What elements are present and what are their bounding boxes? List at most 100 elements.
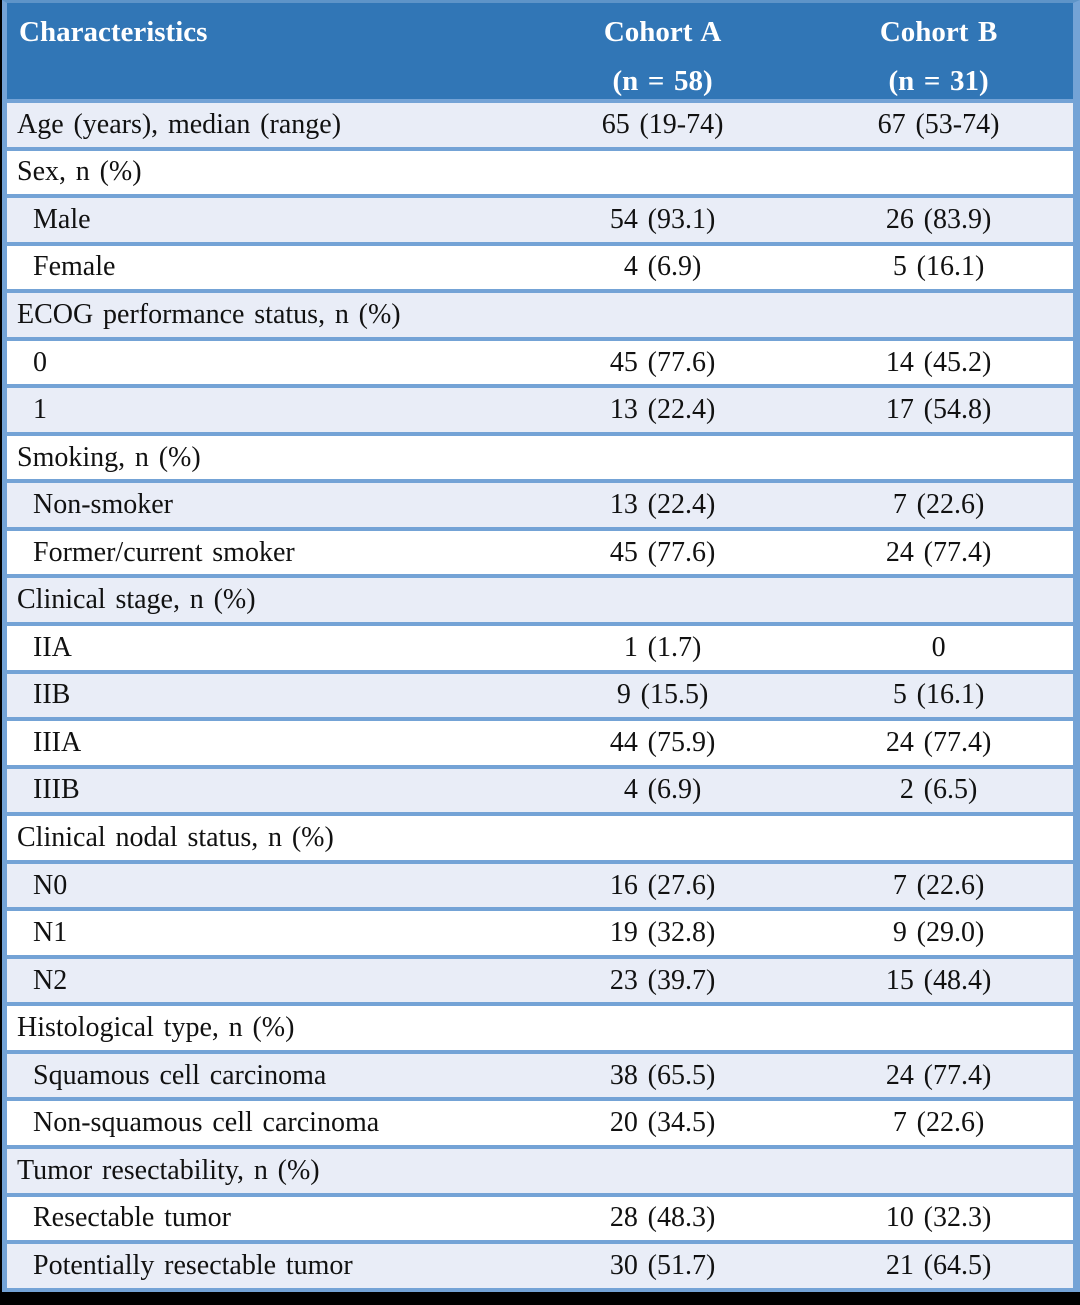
cohort-b-value: 24 (77.4) xyxy=(817,528,1073,579)
cohort-a-value: 38 (65.5) xyxy=(508,1051,818,1102)
col-header-sublabel: (n = 58) xyxy=(612,65,713,97)
cohort-b-value: 21 (64.5) xyxy=(817,1242,1073,1292)
row-label: Histological type, n (%) xyxy=(7,1004,509,1054)
col-header-label: Characteristics xyxy=(19,16,208,48)
table-row: N0 16 (27.6) 7 (22.6) xyxy=(7,861,1073,912)
cohort-b-value xyxy=(817,291,1073,341)
table-row: Histological type, n (%) xyxy=(7,1004,1073,1054)
cohort-a-value: 28 (48.3) xyxy=(508,1194,818,1245)
cohort-b-value: 5 (16.1) xyxy=(817,243,1073,294)
table-row: Age (years), median (range) 65 (19-74) 67 … xyxy=(7,101,1073,151)
table-row: Non-squamous cell carcinoma 20 (34.5) 7 (2… xyxy=(7,1099,1073,1150)
table-row: IIIB 4 (6.9) 2 (6.5) xyxy=(7,766,1073,817)
col-header-cohort-b: Cohort B (n = 31) xyxy=(817,3,1073,103)
cohort-b-value: 24 (77.4) xyxy=(817,719,1073,769)
table-row: IIB 9 (15.5) 5 (16.1) xyxy=(7,671,1073,722)
cohort-b-value: 9 (29.0) xyxy=(817,909,1073,959)
patient-characteristics-table: Characteristics Cohort A (n = 58) Cohort… xyxy=(7,3,1073,1292)
table-row: ECOG performance status, n (%) xyxy=(7,291,1073,341)
cohort-a-value xyxy=(508,433,818,484)
cohort-a-value: 23 (39.7) xyxy=(508,956,818,1007)
row-label: 0 xyxy=(7,338,509,389)
table-row: Potentially resectable tumor 30 (51.7) 21 … xyxy=(7,1242,1073,1292)
cohort-a-value: 16 (27.6) xyxy=(508,861,818,912)
row-label: Squamous cell carcinoma xyxy=(7,1051,509,1102)
cohort-b-value: 10 (32.3) xyxy=(817,1194,1073,1245)
row-label: N0 xyxy=(7,861,509,912)
table-row: IIA 1 (1.7) 0 xyxy=(7,624,1073,674)
cohort-b-value xyxy=(817,1004,1073,1054)
table-row: N1 19 (32.8) 9 (29.0) xyxy=(7,909,1073,959)
row-label: Non-smoker xyxy=(7,481,509,531)
table-row: 0 45 (77.6) 14 (45.2) xyxy=(7,338,1073,389)
table-row: Resectable tumor 28 (48.3) 10 (32.3) xyxy=(7,1194,1073,1245)
cohort-b-value: 26 (83.9) xyxy=(817,196,1073,246)
cohort-a-value: 1 (1.7) xyxy=(508,624,818,674)
cohort-a-value xyxy=(508,1147,818,1197)
table-row: Non-smoker 13 (22.4) 7 (22.6) xyxy=(7,481,1073,531)
cohort-b-value xyxy=(817,433,1073,484)
row-label: N1 xyxy=(7,909,509,959)
cohort-b-value: 67 (53-74) xyxy=(817,101,1073,151)
cohort-a-value: 54 (93.1) xyxy=(508,196,818,246)
cohort-b-value xyxy=(817,148,1073,199)
table-row: Tumor resectability, n (%) xyxy=(7,1147,1073,1197)
cohort-a-value: 45 (77.6) xyxy=(508,338,818,389)
cohort-a-value xyxy=(508,1004,818,1054)
row-label: IIIB xyxy=(7,766,509,817)
table-body: Age (years), median (range) 65 (19-74) 67 … xyxy=(7,101,1073,1292)
row-label: Age (years), median (range) xyxy=(7,101,509,151)
cohort-a-value: 4 (6.9) xyxy=(508,243,818,294)
cohort-a-value: 30 (51.7) xyxy=(508,1242,818,1292)
cohort-a-value: 45 (77.6) xyxy=(508,528,818,579)
row-label: Smoking, n (%) xyxy=(7,433,509,484)
row-label: IIB xyxy=(7,671,509,722)
row-label: Male xyxy=(7,196,509,246)
row-label: IIA xyxy=(7,624,509,674)
cohort-a-value xyxy=(508,814,818,864)
cohort-b-value: 24 (77.4) xyxy=(817,1051,1073,1102)
row-label: Clinical stage, n (%) xyxy=(7,576,509,626)
table-row: N2 23 (39.7) 15 (48.4) xyxy=(7,956,1073,1007)
row-label: IIIA xyxy=(7,719,509,769)
col-header-characteristics: Characteristics xyxy=(7,3,509,103)
col-header-sublabel: (n = 31) xyxy=(888,65,989,97)
cohort-b-value: 5 (16.1) xyxy=(817,671,1073,722)
table-row: Clinical stage, n (%) xyxy=(7,576,1073,626)
cohort-a-value: 9 (15.5) xyxy=(508,671,818,722)
row-label: Potentially resectable tumor xyxy=(7,1242,509,1292)
table-row: Smoking, n (%) xyxy=(7,433,1073,484)
row-label: Clinical nodal status, n (%) xyxy=(7,814,509,864)
cohort-a-value: 20 (34.5) xyxy=(508,1099,818,1150)
table-row: Clinical nodal status, n (%) xyxy=(7,814,1073,864)
cohort-a-value: 4 (6.9) xyxy=(508,766,818,817)
row-label: Former/current smoker xyxy=(7,528,509,579)
cohort-a-value: 65 (19-74) xyxy=(508,101,818,151)
col-header-label: Cohort A xyxy=(603,16,722,48)
cohort-b-value: 0 xyxy=(817,624,1073,674)
table-header: Characteristics Cohort A (n = 58) Cohort… xyxy=(7,3,1073,103)
row-label: Non-squamous cell carcinoma xyxy=(7,1099,509,1150)
table-row: IIIA 44 (75.9) 24 (77.4) xyxy=(7,719,1073,769)
header-row: Characteristics Cohort A (n = 58) Cohort… xyxy=(7,3,1073,103)
cohort-b-value xyxy=(817,576,1073,626)
col-header-cohort-a: Cohort A (n = 58) xyxy=(508,3,818,103)
row-label: N2 xyxy=(7,956,509,1007)
row-label: Sex, n (%) xyxy=(7,148,509,199)
cohort-a-value: 13 (22.4) xyxy=(508,386,818,436)
row-label: ECOG performance status, n (%) xyxy=(7,291,509,341)
table-row: Sex, n (%) xyxy=(7,148,1073,199)
cohort-a-value xyxy=(508,291,818,341)
cohort-b-value: 14 (45.2) xyxy=(817,338,1073,389)
cohort-a-value xyxy=(508,148,818,199)
cohort-b-value: 2 (6.5) xyxy=(817,766,1073,817)
row-label: 1 xyxy=(7,386,509,436)
cohort-b-value: 17 (54.8) xyxy=(817,386,1073,436)
row-label: Female xyxy=(7,243,509,294)
table-row: Female 4 (6.9) 5 (16.1) xyxy=(7,243,1073,294)
cohort-b-value: 7 (22.6) xyxy=(817,861,1073,912)
cohort-a-value xyxy=(508,576,818,626)
cohort-a-value: 19 (32.8) xyxy=(508,909,818,959)
table-row: Former/current smoker 45 (77.6) 24 (77.4) xyxy=(7,528,1073,579)
